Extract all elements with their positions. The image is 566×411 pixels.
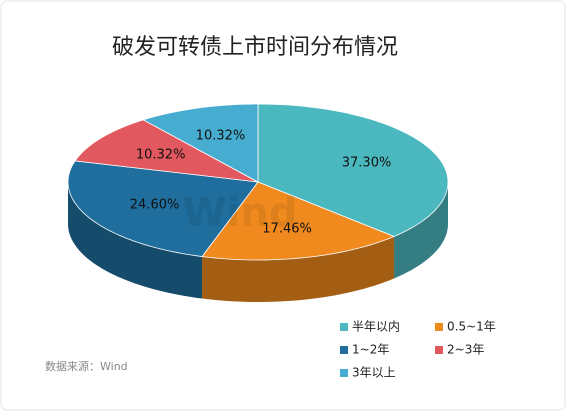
pie	[67, 103, 449, 302]
legend-swatch	[340, 369, 348, 377]
data-label: 10.32%	[136, 147, 186, 162]
legend-label: 3年以上	[352, 366, 396, 380]
legend-swatch	[340, 346, 348, 354]
legend: 半年以内 0.5~1年 1~2年 2~3年 3年以上	[340, 320, 496, 380]
slice	[201, 181, 396, 261]
slice-side	[394, 182, 448, 279]
legend-swatch	[435, 323, 443, 331]
data-label: 24.60%	[130, 198, 180, 213]
slice-side	[202, 236, 395, 302]
legend-label: 半年以内	[352, 320, 400, 334]
legend-label: 0.5~1年	[447, 320, 496, 334]
slice	[142, 103, 259, 183]
watermark: Wind	[183, 190, 298, 236]
source: 数据来源：Wind	[45, 359, 128, 373]
legend-swatch	[435, 346, 443, 354]
slice-side	[68, 182, 203, 299]
slice	[67, 160, 259, 257]
slice	[257, 103, 449, 237]
legend-label: 1~2年	[352, 343, 389, 357]
data-label: 10.32%	[196, 129, 246, 144]
labels: 37.30% 17.46% 24.60% 10.32% 10.32%	[130, 129, 392, 237]
chart-title: 破发可转债上市时间分布情况	[112, 35, 398, 60]
slice	[74, 119, 259, 183]
legend-swatch	[340, 323, 348, 331]
data-label: 17.46%	[262, 221, 312, 236]
data-label: 37.30%	[342, 156, 392, 171]
legend-label: 2~3年	[447, 343, 484, 357]
